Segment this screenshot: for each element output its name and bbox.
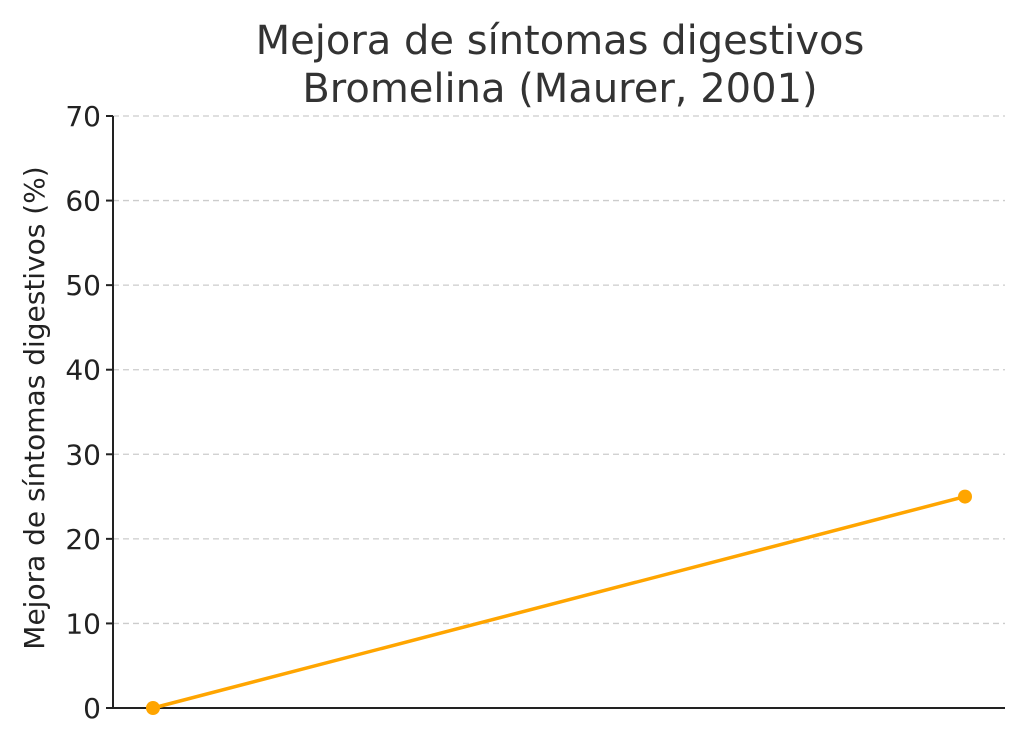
y-tick-label-50: 50	[65, 269, 101, 302]
y-tick-label-30: 30	[65, 438, 101, 471]
y-tick-label-40: 40	[65, 354, 101, 387]
axes	[112, 116, 1005, 709]
y-tick-label-60: 60	[65, 185, 101, 218]
y-tick-label-20: 20	[65, 523, 101, 556]
y-tick-label-70: 70	[65, 100, 101, 133]
y-tick-label-0: 0	[83, 692, 101, 725]
chart-title-line-2: Bromelina (Maurer, 2001)	[302, 66, 817, 112]
grid-lines	[113, 115, 1005, 625]
y-axis-label: Mejora de síntomas digestivos (%)	[18, 166, 51, 649]
series-line-0	[151, 494, 967, 710]
data-point-0	[146, 701, 160, 715]
chart-title: Mejora de síntomas digestivos Bromelina …	[256, 18, 865, 112]
y-tick-label-10: 10	[65, 607, 101, 640]
y-ticks: 0 10 20 30 40 50 60 70	[65, 100, 113, 725]
chart-title-line-1: Mejora de síntomas digestivos	[256, 18, 865, 64]
series	[146, 489, 972, 715]
data-point-1	[958, 489, 972, 504]
